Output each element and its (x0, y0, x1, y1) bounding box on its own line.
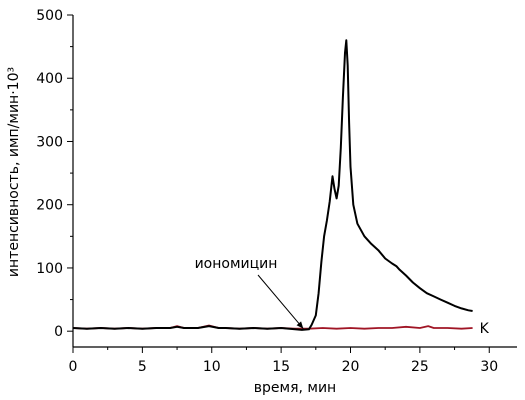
y-tick-label: 100 (36, 261, 63, 277)
y-tick-label: 300 (36, 134, 63, 150)
y-tick-label: 400 (36, 71, 63, 87)
chart-axes (72, 15, 517, 348)
x-tick-label: 30 (480, 359, 498, 375)
chart-annotations: иономицин (195, 256, 304, 329)
x-tick-label: 5 (138, 359, 147, 375)
y-tick-label: 500 (36, 8, 63, 24)
y-tick-label: 0 (54, 324, 63, 340)
annotation-label: иономицин (195, 256, 278, 272)
x-tick-label: 25 (411, 359, 429, 375)
chart-labels: время, мин интенсивность, имп/мин·10³ (6, 67, 336, 396)
y-axis-label: интенсивность, имп/мин·10³ (6, 67, 22, 277)
series-label-k: K (480, 321, 490, 337)
x-tick-label: 0 (69, 359, 78, 375)
annotation-arrow-head (296, 321, 304, 329)
chart-series: K (72, 39, 490, 337)
series-line-ionomycin (72, 39, 473, 331)
x-axis-label: время, мин (254, 380, 336, 396)
x-tick-label: 15 (272, 359, 290, 375)
x-tick-label: 20 (342, 359, 360, 375)
x-tick-label: 10 (203, 359, 221, 375)
y-tick-label: 200 (36, 198, 63, 214)
annotation-arrow-line (257, 274, 304, 329)
